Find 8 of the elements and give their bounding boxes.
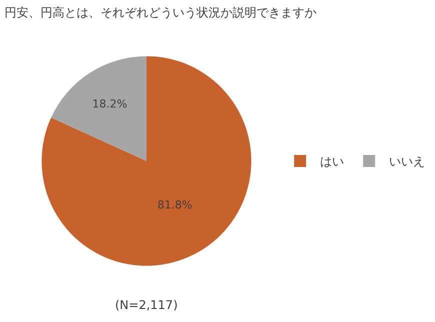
- data-label: 18.2%: [92, 97, 128, 110]
- data-label: 81.8%: [157, 198, 192, 212]
- legend-label: はい: [320, 154, 344, 169]
- chart-title: 円安、円高とは、それぞれどういう状況か説明できますか: [4, 5, 316, 20]
- legend-label: いいえ: [389, 154, 426, 169]
- pie-slice: [42, 56, 252, 266]
- pie-slice: [51, 56, 146, 161]
- text: (N=2,117): [115, 298, 178, 312]
